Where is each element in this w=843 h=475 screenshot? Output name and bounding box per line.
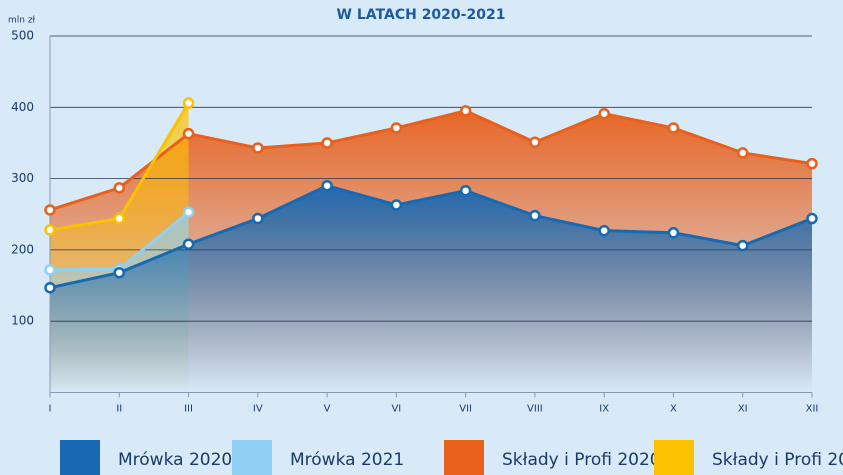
legend-swatch — [60, 440, 100, 475]
x-tick-label: VII — [459, 404, 472, 415]
data-point — [529, 136, 541, 148]
series-area — [50, 185, 812, 393]
data-point — [321, 179, 333, 192]
data-point — [806, 157, 818, 170]
data-point — [113, 212, 126, 225]
data-point — [390, 199, 403, 211]
y-tick-label: 200 — [11, 242, 34, 256]
data-point — [252, 142, 264, 154]
data-point — [390, 122, 403, 134]
legend-label: Składy i Profi 2020 — [502, 450, 661, 470]
data-point — [182, 127, 195, 140]
x-tick-label: VIII — [527, 404, 543, 415]
data-point — [529, 209, 541, 222]
data-point — [321, 137, 333, 149]
series-line — [49, 184, 813, 290]
data-point — [736, 239, 749, 252]
y-axis-label: mln zł — [8, 16, 36, 26]
data-point — [113, 266, 126, 279]
x-tick-label: II — [116, 404, 122, 415]
data-point — [182, 97, 195, 109]
legend-swatch — [444, 440, 484, 475]
data-point — [44, 224, 56, 236]
x-tick-label: X — [670, 404, 677, 415]
legend-swatch — [654, 440, 694, 475]
x-tick-label: XII — [806, 404, 819, 415]
y-tick-label: 400 — [11, 100, 34, 114]
data-point — [252, 212, 264, 225]
data-point — [667, 227, 680, 239]
x-tick-label: III — [184, 404, 193, 415]
data-point — [44, 281, 56, 294]
x-tick-label: VI — [391, 404, 401, 415]
x-tick-label: I — [49, 404, 52, 415]
y-tick-label: 300 — [11, 171, 34, 185]
x-tick-label: IX — [599, 404, 609, 415]
data-point — [598, 107, 610, 120]
legend-swatch — [232, 440, 272, 475]
data-point — [113, 182, 126, 194]
data-point — [736, 147, 749, 159]
y-tick-label: 100 — [11, 314, 34, 328]
legend-label: Składy i Profi 2021 — [712, 450, 843, 470]
legend-label: Mrówka 2020 — [118, 450, 232, 470]
data-point — [667, 122, 680, 134]
data-point — [44, 264, 56, 276]
x-tick-label: V — [324, 404, 331, 415]
y-tick-label: 500 — [11, 29, 34, 43]
series-line — [49, 109, 813, 212]
data-point — [806, 212, 818, 225]
x-tick-label: IV — [253, 404, 263, 415]
chart-title: W LATACH 2020-2021 — [337, 7, 506, 23]
data-point — [182, 238, 195, 250]
data-point — [598, 224, 610, 237]
data-point — [459, 184, 472, 197]
data-point — [182, 206, 195, 218]
legend-label: Mrówka 2021 — [290, 450, 404, 470]
data-point — [44, 204, 56, 216]
x-tick-label: XI — [738, 404, 748, 415]
data-point — [459, 105, 472, 117]
